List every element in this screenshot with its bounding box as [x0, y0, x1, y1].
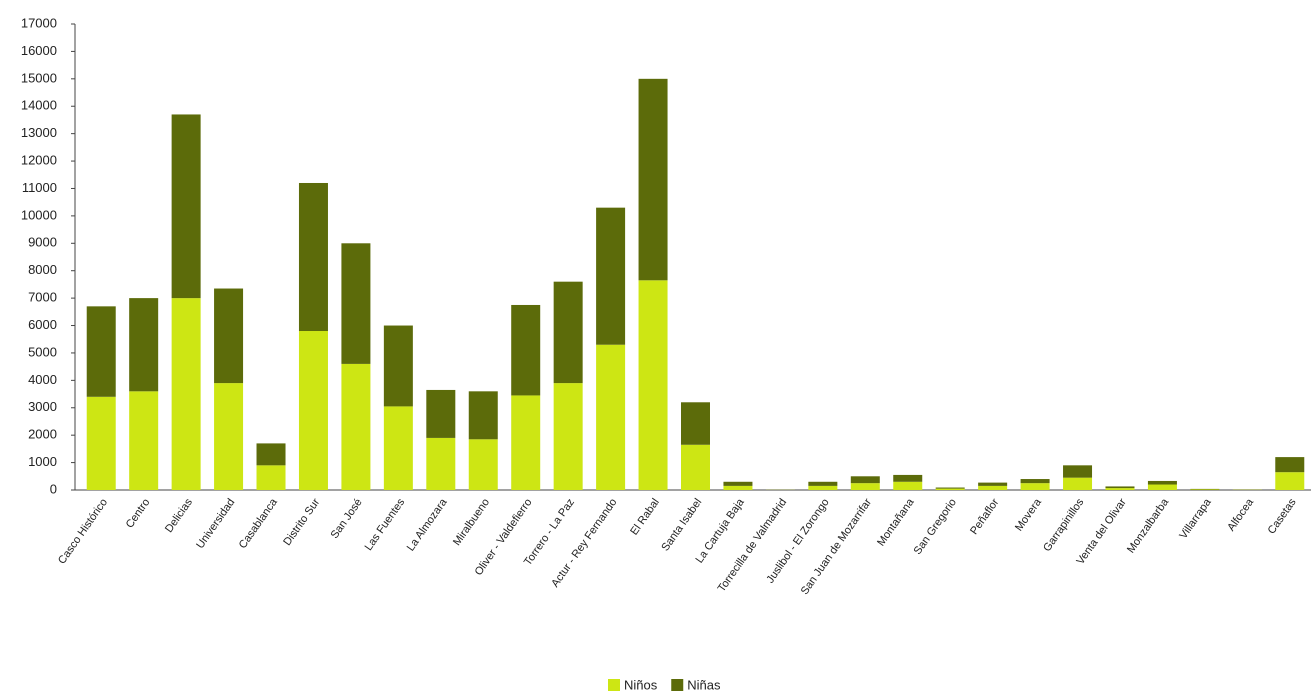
bar-segment [1020, 483, 1050, 490]
bar-segment [86, 306, 116, 397]
y-tick-label: 8000 [28, 262, 57, 277]
y-tick-label: 2000 [28, 427, 57, 442]
bar-segment [553, 281, 583, 384]
y-tick-label: 5000 [28, 344, 57, 359]
y-tick-label: 12000 [21, 152, 57, 167]
bar-segment [1105, 486, 1135, 489]
bar-segment [1147, 480, 1177, 485]
bar-segment [893, 474, 923, 482]
bar-segment [638, 78, 668, 281]
bar-segment [214, 288, 244, 384]
bar-segment [256, 443, 286, 466]
x-tick-label: Peñaflor [968, 496, 1002, 537]
bar-segment [935, 488, 965, 490]
bar-segment [383, 325, 413, 407]
x-tick-label: El Rabal [628, 497, 662, 538]
bar-segment [893, 481, 923, 490]
y-tick-label: 7000 [28, 290, 57, 305]
x-tick-label: Alfocea [1225, 496, 1256, 534]
y-tick-label: 3000 [28, 399, 57, 414]
y-tick-label: 4000 [28, 372, 57, 387]
x-tick-label: Casetas [1266, 496, 1299, 536]
bar-segment [298, 331, 328, 490]
bar-segment [1063, 477, 1093, 490]
bar-segment [850, 483, 880, 490]
x-tick-label: San José [329, 497, 365, 541]
x-tick-label: La Almozara [405, 496, 450, 554]
y-tick-label: 13000 [21, 125, 57, 140]
bar-segment [681, 402, 710, 445]
x-tick-label: Casco Histórico [56, 497, 110, 567]
bar-segment [723, 481, 753, 486]
bar-segment [723, 485, 753, 490]
x-tick-label: Casablanca [237, 496, 281, 551]
bar-segment [978, 485, 1008, 490]
x-tick-label: Monzalbarba [1125, 496, 1172, 556]
legend-swatch [671, 679, 684, 691]
x-tick-label: Miralbueno [451, 497, 492, 548]
y-tick-label: 6000 [28, 317, 57, 332]
x-tick-label: Universidad [194, 497, 237, 551]
legend-label: Niñas [687, 677, 721, 692]
bar-segment [681, 444, 710, 490]
x-tick-label: Movera [1013, 496, 1044, 534]
legend-swatch [608, 679, 620, 691]
y-tick-label: 0 [50, 481, 57, 496]
y-tick-label: 11000 [22, 180, 57, 195]
y-tick-label: 14000 [21, 98, 57, 113]
bar-segment [214, 383, 244, 490]
y-tick-label: 10000 [21, 207, 57, 222]
legend-label: Niños [624, 677, 658, 692]
bar-segment [129, 391, 159, 490]
bar-segment [298, 182, 328, 332]
bar-segment [638, 280, 668, 490]
bar-segment [256, 465, 286, 490]
bar-segment [978, 482, 1008, 486]
bar-segment [1147, 484, 1177, 490]
x-tick-label: Villarrapa [1177, 496, 1214, 542]
bar-segment [553, 383, 583, 490]
x-tick-label: Montañana [875, 496, 917, 549]
bar-segment [1275, 457, 1305, 473]
x-tick-label: Distrito Sur [281, 496, 322, 548]
bar-segment [511, 304, 541, 396]
bar-segment [1105, 488, 1135, 490]
y-tick-label: 9000 [28, 235, 57, 250]
bar-segment [171, 114, 201, 299]
bar-segment [808, 481, 838, 486]
bar-segment [129, 298, 159, 392]
bar-segment [1020, 479, 1050, 484]
bar-segment [511, 395, 541, 490]
bar-segment [1275, 472, 1305, 490]
bar-segment [86, 396, 116, 490]
y-tick-label: 1000 [28, 454, 57, 469]
x-tick-label: San Gregorio [912, 497, 959, 557]
bar-segment [383, 406, 413, 490]
bar-segment [468, 439, 498, 490]
x-tick-label: Garrapinillos [1041, 496, 1087, 554]
bar-segment [935, 487, 965, 489]
y-tick-label: 17000 [21, 15, 57, 30]
x-tick-label: Centro [124, 497, 153, 531]
x-tick-label: Las Fuentes [363, 496, 408, 553]
bar-segment [171, 298, 201, 490]
x-tick-label: Delicias [163, 496, 195, 535]
bar-segment [596, 207, 626, 345]
bar-segment [1190, 489, 1220, 490]
x-tick-label: Santa Isabel [659, 497, 704, 554]
bar-segment [468, 391, 498, 440]
bar-segment [850, 476, 880, 484]
bar-segment [1063, 465, 1093, 478]
bar-segment [1190, 488, 1220, 490]
bar-segment [426, 389, 456, 438]
bar-segment [426, 437, 456, 490]
y-tick-label: 15000 [21, 70, 57, 85]
bar-segment [341, 363, 371, 490]
bar-segment [808, 485, 838, 490]
x-tick-label: San Juan de Mozarrifar [799, 496, 875, 597]
bar-segment [341, 243, 371, 364]
y-tick-label: 16000 [21, 43, 57, 58]
bar-segment [596, 344, 626, 490]
